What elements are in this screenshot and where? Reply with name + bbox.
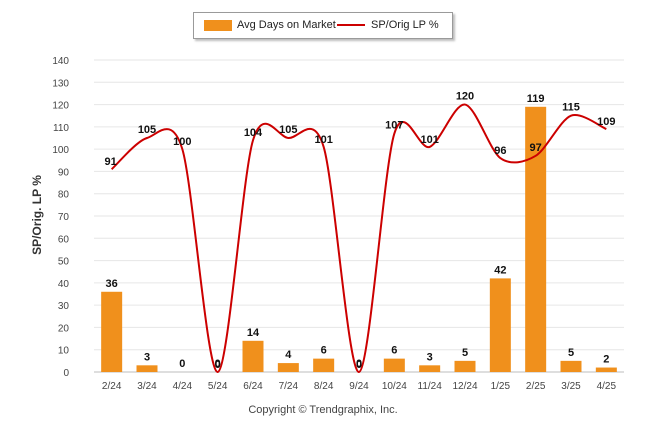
line-data-label: 105 (279, 124, 297, 136)
x-tick-label: 3/24 (137, 381, 157, 392)
y-tick-label: 140 (52, 56, 69, 67)
bar (313, 358, 335, 372)
bar (383, 358, 405, 372)
line-data-label: 0 (356, 359, 362, 371)
bar-data-label: 6 (391, 345, 397, 357)
x-tick-label: 4/24 (173, 381, 193, 392)
bar (525, 106, 547, 373)
bar (136, 365, 158, 372)
bar (419, 365, 441, 372)
bar-data-label: 6 (321, 345, 327, 357)
bar-data-label: 2 (603, 354, 609, 366)
bar-data-label: 5 (568, 347, 574, 359)
bar-data-label: 3 (427, 351, 433, 363)
bar-data-label: 4 (285, 349, 292, 361)
x-tick-label: 2/24 (102, 381, 122, 392)
bar-data-label: 36 (106, 278, 118, 290)
x-tick-label: 2/25 (526, 381, 546, 392)
bar-data-label: 14 (247, 327, 260, 339)
bar-series (101, 106, 617, 373)
x-tick-label: 12/24 (452, 381, 477, 392)
bar (454, 360, 476, 372)
y-tick-label: 100 (52, 145, 69, 156)
y-axis-label: SP/Orig. LP % (30, 175, 44, 255)
line-data-label: 109 (597, 116, 615, 128)
x-tick-label: 1/25 (491, 381, 511, 392)
line-data-label: 104 (244, 127, 263, 139)
line-path (110, 103, 607, 374)
y-tick-labels: 0 10 20 30 40 50 60 70 80 90 100 110 120 130 140 (52, 56, 69, 379)
x-tick-label: 7/24 (279, 381, 299, 392)
legend-line-label: SP/Orig LP % (371, 19, 439, 31)
line-data-label: 107 (385, 120, 403, 132)
bar-data-label: 3 (144, 351, 150, 363)
x-tick-label: 6/24 (243, 381, 263, 392)
y-tick-label: 60 (58, 234, 70, 245)
line-data-label: 100 (173, 136, 191, 148)
legend-line-swatch (337, 24, 365, 26)
line-data-label: 96 (494, 145, 506, 157)
line-data-label: 115 (562, 102, 580, 114)
y-tick-label: 50 (58, 257, 70, 268)
y-tick-label: 70 (58, 212, 70, 223)
bar-data-label: 42 (494, 264, 506, 276)
bar-data-label: 0 (356, 358, 362, 370)
line-data-label: 91 (105, 156, 117, 168)
line-series (110, 103, 607, 374)
bar (489, 278, 511, 372)
y-tick-label: 0 (63, 368, 69, 379)
y-tick-label: 110 (53, 123, 69, 134)
bar-data-label: 119 (527, 93, 545, 105)
x-tick-label: 4/25 (597, 381, 617, 392)
bar-data-label: 0 (179, 358, 185, 370)
legend: Avg Days on Market SP/Orig LP % (193, 12, 453, 39)
x-tick-label: 5/24 (208, 381, 228, 392)
y-tick-label: 90 (58, 167, 70, 178)
x-tick-labels: 2/24 3/24 4/24 5/24 6/24 7/24 8/24 9/24 10/24 11/… (102, 381, 617, 392)
bar-data-label: 5 (462, 347, 468, 359)
x-tick-label: 3/25 (561, 381, 581, 392)
bar-data-label: 0 (215, 358, 221, 370)
line-data-label: 97 (530, 142, 542, 154)
line-data-label: 101 (314, 134, 332, 146)
x-tick-label: 8/24 (314, 381, 334, 392)
y-tick-label: 80 (58, 190, 70, 201)
y-tick-label: 30 (58, 301, 70, 312)
y-tick-label: 40 (58, 279, 70, 290)
y-tick-label: 10 (58, 346, 70, 357)
copyright-text: Copyright © Trendgraphix, Inc. (248, 404, 398, 416)
line-data-label: 101 (420, 134, 438, 146)
x-tick-label: 10/24 (382, 381, 407, 392)
x-tick-label: 9/24 (349, 381, 369, 392)
bar (560, 360, 582, 372)
line-data-label: 120 (456, 91, 474, 103)
line-data-label: 105 (138, 124, 156, 136)
legend-bar-label: Avg Days on Market (237, 19, 336, 31)
y-tick-label: 120 (52, 101, 69, 112)
bar (277, 363, 299, 372)
line-data-label: 0 (215, 359, 221, 371)
bar (242, 340, 264, 372)
y-tick-label: 130 (52, 78, 69, 89)
bar (101, 291, 123, 372)
bar (595, 367, 617, 372)
y-tick-label: 20 (58, 323, 70, 334)
legend-bar-swatch (204, 20, 232, 31)
x-tick-label: 11/24 (418, 381, 443, 392)
